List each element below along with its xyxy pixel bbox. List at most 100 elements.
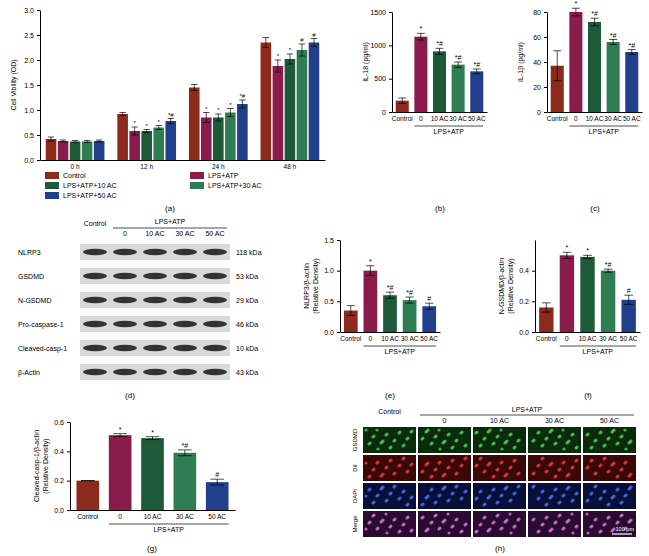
overlays: ***##	[542, 244, 633, 312]
cell	[482, 437, 485, 440]
blot-strip	[80, 364, 230, 380]
cell	[619, 501, 622, 504]
annotation: *#	[628, 42, 635, 49]
cell	[491, 475, 494, 478]
bar	[58, 141, 69, 160]
cell	[606, 516, 609, 519]
tick: 0.0	[24, 157, 40, 164]
error-bar	[405, 297, 413, 303]
tick: 10 AC	[579, 332, 597, 342]
cell	[376, 447, 379, 450]
cell	[602, 490, 605, 493]
size-label: 118 kDa	[236, 249, 262, 256]
tick-mark	[37, 110, 40, 111]
lane-label: 0	[123, 230, 127, 237]
cell	[451, 491, 454, 494]
cell	[491, 488, 494, 491]
cell	[454, 472, 457, 475]
size-label: 43 kDa	[236, 369, 258, 376]
bar	[403, 300, 417, 332]
blot-band	[143, 273, 167, 279]
cell	[503, 487, 506, 490]
cell	[516, 518, 519, 521]
tick: 24 h	[212, 160, 225, 170]
tick-mark	[544, 37, 547, 38]
tick: 50 AC	[620, 332, 638, 342]
cell	[610, 463, 613, 466]
cell	[536, 497, 539, 500]
microscopy: Control010 AC30 AC50 ACLPS+ATPGSDMDDiIDA…	[352, 406, 636, 537]
tick-label: 0.0	[54, 507, 64, 514]
cell	[509, 531, 512, 534]
column-label: 10 AC	[490, 417, 509, 424]
cell	[554, 441, 557, 444]
cell	[384, 499, 387, 502]
cell	[454, 439, 457, 442]
blot-strip	[80, 244, 230, 260]
scale-bar-label: 100 μm	[616, 526, 635, 532]
axis-line	[392, 13, 393, 113]
cell	[627, 487, 630, 490]
cell	[541, 522, 544, 525]
cell	[478, 490, 481, 493]
image-background	[583, 483, 636, 509]
image-tile	[583, 483, 636, 509]
blot-band	[143, 321, 167, 327]
cell	[517, 484, 520, 487]
error-bar	[604, 269, 613, 272]
cell	[616, 441, 619, 444]
cell	[536, 431, 539, 434]
cell	[388, 459, 391, 462]
cell	[548, 529, 551, 532]
group-label: LPS+ATP	[153, 526, 184, 533]
tick-mark	[544, 87, 547, 88]
axis-title: Cleaved-casp-1/β-actin	[33, 430, 41, 502]
cell	[398, 463, 401, 466]
cell	[504, 486, 507, 489]
cell	[421, 515, 424, 518]
cell	[478, 444, 481, 447]
axis-line	[535, 241, 536, 333]
cell	[433, 435, 436, 438]
cell	[495, 435, 498, 438]
axis-title: Cell Vibility (OD)	[10, 59, 18, 110]
cell	[434, 513, 437, 516]
blot-band	[173, 345, 197, 351]
cell	[479, 489, 482, 492]
cell	[430, 441, 433, 444]
tick: 30 AC	[604, 112, 622, 122]
tick-mark	[67, 451, 70, 452]
cell	[496, 434, 499, 437]
cell	[375, 527, 378, 530]
cell	[447, 531, 450, 534]
tick-label: 20	[533, 84, 541, 91]
cell	[611, 495, 614, 498]
cell	[500, 526, 503, 529]
chart: 0.00.20.4N-GSDMD/β-actin(Relative Densit…	[498, 241, 641, 356]
cell	[541, 489, 544, 492]
cell	[607, 469, 610, 472]
cell	[460, 430, 463, 433]
cell	[487, 528, 490, 531]
x-axis: Control010 AC30 AC50 AC	[71, 510, 236, 520]
tick: 500	[374, 75, 392, 82]
image-tile	[363, 483, 416, 509]
cell	[496, 500, 499, 503]
x-axis: 0 h12 h24 h48 h	[41, 160, 326, 170]
blot-band	[173, 297, 197, 303]
cell	[375, 428, 378, 431]
cell	[549, 495, 552, 498]
tick-mark	[37, 35, 40, 36]
image-tile	[583, 427, 636, 453]
tick-label: 24 h	[212, 163, 225, 170]
group-line	[569, 126, 638, 127]
overlays: ***##	[81, 426, 224, 485]
bar	[201, 118, 212, 161]
tick-mark	[337, 301, 340, 302]
tick: 0.0	[519, 329, 535, 336]
annotation: *#	[436, 40, 443, 47]
cell	[562, 526, 565, 529]
cell	[603, 456, 606, 459]
cell	[532, 484, 535, 487]
bars	[344, 271, 436, 332]
